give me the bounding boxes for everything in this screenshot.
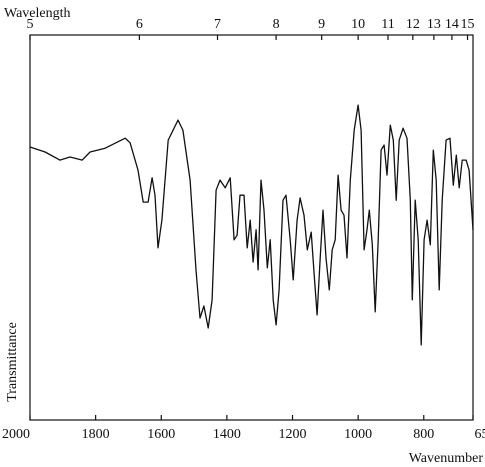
x2-tick-label: 8 [273,17,280,32]
x-tick-label: 1800 [82,427,110,442]
y-axis-title: Transmittance [5,322,20,402]
x2-tick-label: 6 [136,17,143,32]
spectrum-line [29,104,474,346]
x-tick-label: 800 [413,427,434,442]
x2-tick-label: 11 [381,17,394,32]
x2-tick-label: 12 [406,17,420,32]
x-tick-label: 2000 [2,427,30,442]
x2-tick-label: 7 [214,17,221,32]
x-tick-label: 650 [475,427,485,442]
x2-tick-label: 13 [427,17,441,32]
x2-tick-label: 14 [445,17,459,32]
x-tick-label: 1600 [147,427,175,442]
x2-axis-title: Wavelength [4,6,71,21]
plot-frame [29,34,474,421]
x2-tick-label: 5 [27,17,34,32]
x-tick-label: 1000 [344,427,372,442]
x-axis-title: Wavenumber [409,451,484,466]
x-tick-label: 1200 [279,427,307,442]
x2-tick-label: 15 [461,17,475,32]
x-tick-label: 1400 [213,427,241,442]
x2-tick-label: 9 [318,17,325,32]
x2-tick-label: 10 [351,17,365,32]
